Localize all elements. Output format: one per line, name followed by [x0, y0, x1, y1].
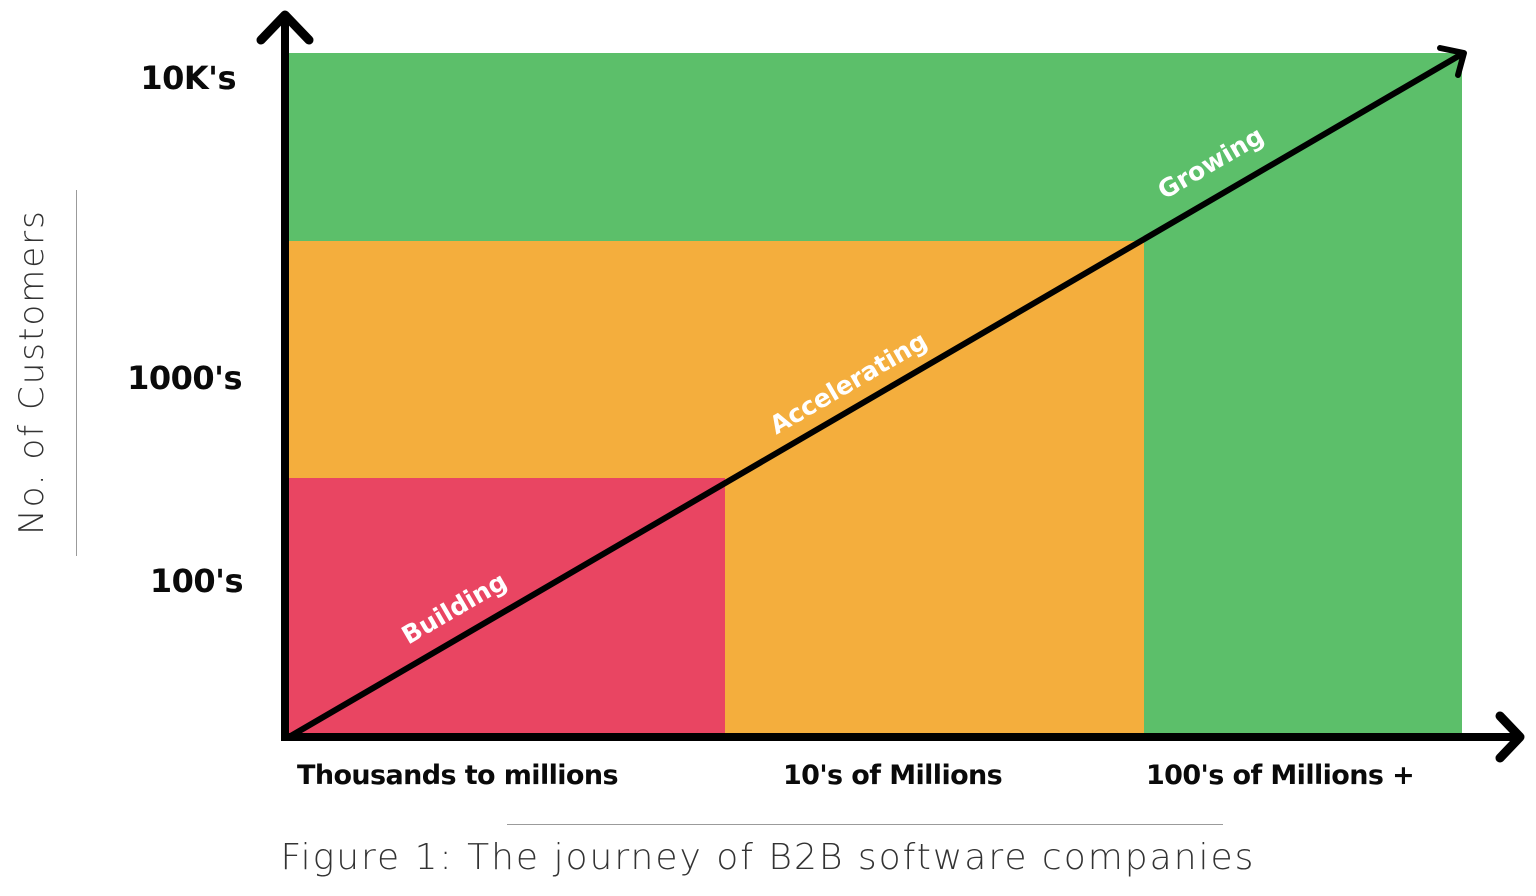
y-axis-title-divider — [76, 190, 77, 556]
y-tick-10k: 10K's — [140, 59, 236, 97]
figure-caption: Figure 1: The journey of B2B software co… — [280, 837, 1256, 878]
y-tick-1000: 1000's — [127, 359, 242, 397]
trend-arrowhead-icon — [1437, 45, 1467, 78]
x-tick-tens-of-millions: 10's of Millions — [783, 760, 1003, 791]
x-axis-arrowhead-icon — [1495, 711, 1525, 763]
y-tick-100: 100's — [149, 562, 244, 600]
trend-line — [286, 51, 1465, 740]
y-axis-title: No. of Customers — [12, 209, 52, 535]
y-axis-arrowhead-icon — [256, 10, 314, 45]
x-tick-thousands-to-millions: Thousands to millions — [297, 760, 619, 791]
x-tick-hundreds-of-millions: 100's of Millions + — [1146, 760, 1415, 791]
caption-divider — [507, 824, 1223, 825]
